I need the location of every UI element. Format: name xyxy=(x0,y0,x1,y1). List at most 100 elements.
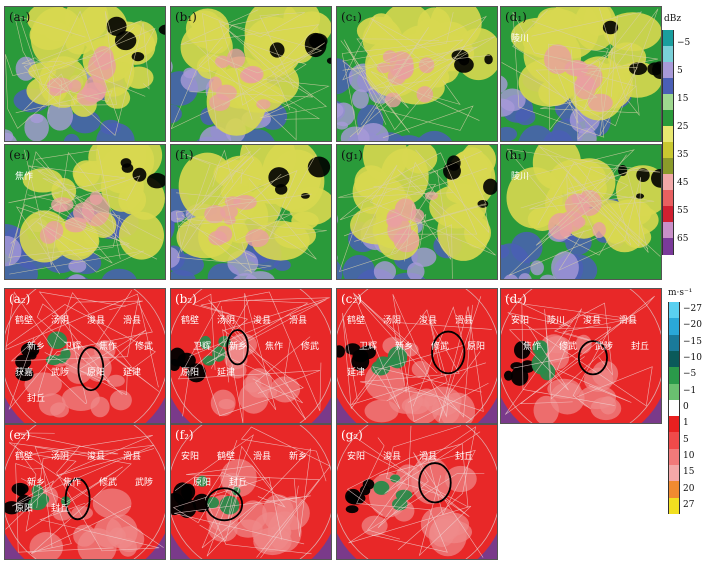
velocity-panel: (a₂) 鹤壁 汤阴 浚县 滑县 新乡 卫辉 焦作 修武 获嘉 武陟 原阳 延津 封丘 xyxy=(4,288,166,424)
velocity-radar-image xyxy=(171,425,331,559)
city-label: 修武 xyxy=(559,342,578,352)
colorbar-segment xyxy=(668,481,680,499)
reflectivity-radar-image xyxy=(337,145,497,279)
panel-label: (d₁) xyxy=(505,10,527,24)
city-label: 原阳 xyxy=(193,478,212,488)
panel-label: (a₁) xyxy=(9,10,31,24)
city-label: 原阳 xyxy=(87,368,106,378)
city-label: 卫辉 xyxy=(63,342,82,352)
colorbar-tick-label: 20 xyxy=(683,483,695,494)
colorbar-tick-label: −20 xyxy=(683,320,702,331)
colorbar-segment xyxy=(668,318,680,336)
panel-label: (b₁) xyxy=(175,10,197,24)
colorbar-segment xyxy=(662,190,674,207)
velocity-radar-image xyxy=(5,289,165,423)
panel-label: (g₁) xyxy=(341,148,363,162)
city-label: 武陟 xyxy=(135,478,154,488)
colorbar-segment xyxy=(662,238,674,255)
city-label: 封丘 xyxy=(229,478,248,488)
annotation-circle xyxy=(431,330,466,375)
colorbar-segment xyxy=(662,206,674,223)
city-label: 滑县 xyxy=(419,452,438,462)
city-label: 修武 xyxy=(99,478,118,488)
colorbar-segment xyxy=(662,174,674,191)
annotation-circle xyxy=(205,487,244,522)
colorbar-tick-label: −5 xyxy=(677,38,691,48)
panel-label: (f₂) xyxy=(175,428,194,442)
velocity-panel: (c₂) 鹤壁 汤阴 浚县 滑县 卫辉 新乡 修武 原阳 延津 xyxy=(336,288,498,424)
reflectivity-radar-image xyxy=(5,7,165,141)
annotation-circle xyxy=(418,462,452,504)
city-label: 陵川 xyxy=(511,172,530,182)
reflectivity-panel: (h₁) 陵川 xyxy=(500,144,662,280)
reflectivity-panel: (d₁) 陵川 xyxy=(500,6,662,142)
reflectivity-radar-image xyxy=(337,7,497,141)
city-label: 鹤壁 xyxy=(15,316,34,326)
colorbar-tick-label: 5 xyxy=(683,434,689,445)
city-label: 新乡 xyxy=(289,452,308,462)
city-label: 修武 xyxy=(135,342,154,352)
city-label: 武陟 xyxy=(595,342,614,352)
colorbar-segment xyxy=(668,432,680,450)
colorbar-segment xyxy=(662,222,674,239)
city-label: 陵川 xyxy=(511,34,530,44)
velocity-panel: (f₂) 安阳 鹤壁 滑县 新乡 原阳 封丘 xyxy=(170,424,332,560)
city-label: 新乡 xyxy=(229,342,248,352)
city-label: 浚县 xyxy=(87,316,106,326)
colorbar-tick-label: 65 xyxy=(677,234,689,244)
city-label: 安阳 xyxy=(347,452,366,462)
velocity-colorbar-unit: m·s⁻¹ xyxy=(668,288,693,298)
city-label: 延津 xyxy=(123,368,142,378)
panel-label: (g₂) xyxy=(341,428,363,442)
city-label: 浚县 xyxy=(87,452,106,462)
annotation-circle xyxy=(226,329,249,366)
city-label: 滑县 xyxy=(123,452,142,462)
city-label: 焦作 xyxy=(15,172,34,182)
annotation-circle xyxy=(77,346,105,392)
city-label: 焦作 xyxy=(523,342,542,352)
colorbar-tick-label: 5 xyxy=(677,66,683,76)
panel-label: (h₁) xyxy=(505,148,527,162)
city-label: 卫辉 xyxy=(193,342,212,352)
city-label: 滑县 xyxy=(455,316,474,326)
city-label: 安阳 xyxy=(181,452,200,462)
panel-label: (c₁) xyxy=(341,10,362,24)
colorbar-tick-label: 55 xyxy=(677,206,689,216)
colorbar-tick-label: 15 xyxy=(683,467,695,478)
colorbar-segment xyxy=(662,78,674,95)
colorbar-segment xyxy=(668,448,680,466)
city-label: 滑县 xyxy=(619,316,638,326)
colorbar-segment xyxy=(668,302,680,319)
city-label: 鹤壁 xyxy=(347,316,366,326)
velocity-panel: (e₂) 鹤壁 汤阴 浚县 滑县 新乡 焦作 修武 武陟 原阳 封丘 xyxy=(4,424,166,560)
city-label: 滑县 xyxy=(289,316,308,326)
city-label: 原阳 xyxy=(15,504,34,514)
city-label: 延津 xyxy=(347,368,366,378)
reflectivity-panel: (f₁) xyxy=(170,144,332,280)
city-label: 武陟 xyxy=(51,368,70,378)
colorbar-tick-label: −5 xyxy=(683,369,697,380)
city-label: 封丘 xyxy=(631,342,650,352)
velocity-radar-image xyxy=(171,289,331,423)
colorbar-segment xyxy=(662,110,674,127)
colorbar-tick-label: 25 xyxy=(677,122,689,132)
annotation-circle xyxy=(64,477,91,521)
city-label: 浚县 xyxy=(583,316,602,326)
city-label: 原阳 xyxy=(181,368,200,378)
colorbar-tick-label: −27 xyxy=(683,304,702,315)
colorbar-tick-label: 15 xyxy=(677,94,689,104)
colorbar-segment xyxy=(668,383,680,401)
velocity-panel: (d₂) 安阳 陵川 浚县 滑县 焦作 修武 武陟 封丘 xyxy=(500,288,662,424)
colorbar-segment xyxy=(662,46,674,63)
city-label: 新乡 xyxy=(27,478,46,488)
velocity-colorbar: m·s⁻¹ −27 −20 −15 −10 −5 −1 0 1 5 10 15 20 27 xyxy=(660,288,706,520)
colorbar-tick-label: 27 xyxy=(683,499,695,510)
city-label: 封丘 xyxy=(455,452,474,462)
reflectivity-colorbar-unit: dBz xyxy=(664,14,682,24)
city-label: 焦作 xyxy=(265,342,284,352)
reflectivity-radar-image xyxy=(171,7,331,141)
city-label: 滑县 xyxy=(123,316,142,326)
colorbar-tick-label: −1 xyxy=(683,385,697,396)
colorbar-tick-label: 0 xyxy=(683,402,689,412)
colorbar-tick-label: −10 xyxy=(683,353,702,364)
